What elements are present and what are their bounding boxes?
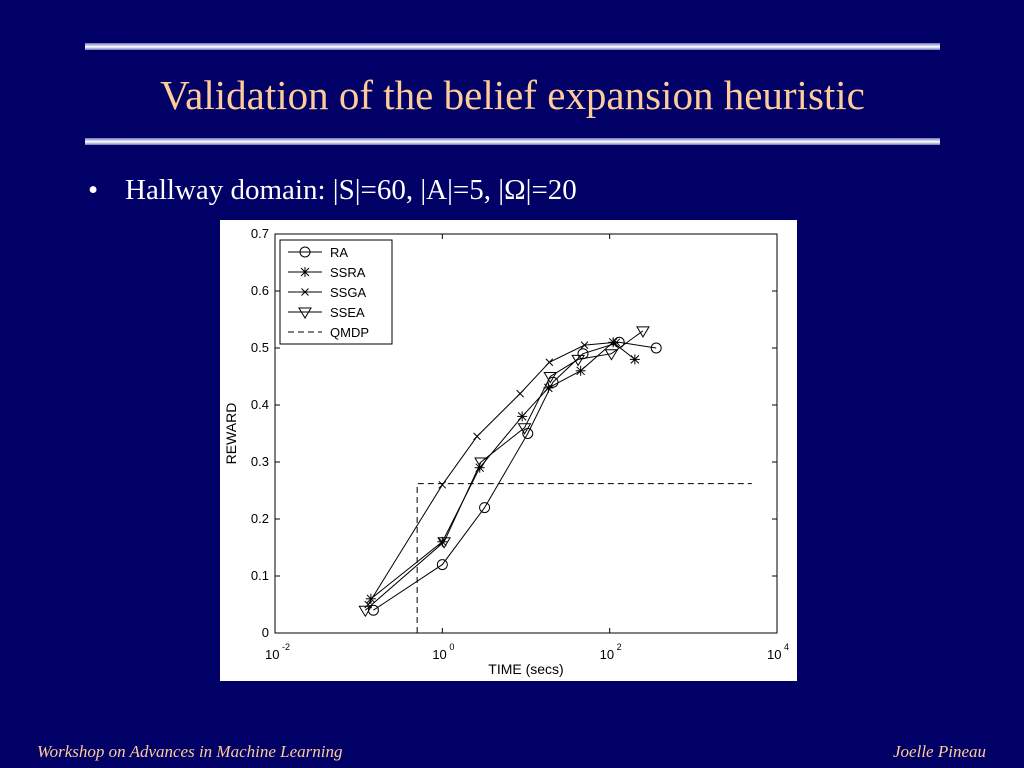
- legend-label-ssea: SSEA: [330, 305, 365, 320]
- y-tick-label: 0.4: [251, 397, 269, 412]
- series-line-ra: [373, 341, 657, 611]
- point-ra: [436, 559, 448, 571]
- point-ssea: [543, 372, 558, 384]
- top-rule: [85, 43, 940, 50]
- x-tick-exponent: 0: [449, 642, 454, 652]
- point-ssga: [438, 480, 447, 489]
- y-tick-label: 0.7: [251, 226, 269, 241]
- slide-title: Validation of the belief expansion heuri…: [160, 72, 865, 118]
- bullet-text: Hallway domain: |S|=60, |A|=5, |Ω|=20: [125, 174, 577, 206]
- point-ssea: [358, 605, 373, 618]
- title-underline: [85, 138, 940, 145]
- point-ssga: [580, 341, 589, 350]
- y-tick-label: 0.1: [251, 568, 269, 583]
- point-ssea: [474, 457, 488, 469]
- point-ssea: [636, 326, 650, 338]
- y-axis-label: REWARD: [223, 403, 239, 465]
- x-tick-label: 10: [600, 647, 614, 662]
- footer-venue: Workshop on Advances in Machine Learning: [37, 742, 343, 761]
- legend-label-ssga: SSGA: [330, 285, 366, 300]
- legend-label-ra: RA: [330, 245, 348, 260]
- legend-marker-ra: [299, 246, 311, 258]
- point-ssea: [604, 349, 619, 361]
- y-tick-label: 0.6: [251, 283, 269, 298]
- y-tick-label: 0.3: [251, 454, 269, 469]
- legend-marker-ssea: [298, 307, 312, 319]
- series-line-qmdp: [416, 483, 752, 633]
- footer-author: Joelle Pineau: [893, 742, 986, 761]
- point-ssga: [545, 358, 554, 367]
- point-ssga: [516, 389, 524, 398]
- chart-canvas: 00.10.20.30.40.50.60.710 -2 10 0 10 2 10 4TIME …: [223, 226, 789, 677]
- x-tick-label: 10: [432, 647, 446, 662]
- point-ssga: [612, 338, 621, 347]
- legend-label-ssra: SSRA: [330, 265, 366, 280]
- legend-label-qmdp: QMDP: [330, 325, 369, 340]
- legend-marker-ssra: [300, 267, 310, 277]
- point-ssga: [473, 432, 481, 441]
- legend: RA SSRA SSGA SSEA QMDP: [279, 239, 393, 345]
- point-ssra: [575, 365, 586, 376]
- y-tick-label: 0.5: [251, 340, 269, 355]
- series-line-ssea: [364, 330, 644, 611]
- reward-vs-time-chart: 0 0.1 0.2 0.3 0.4 0.5 0.6 0.7 10 -2 10 0 10 2 10 4 TIME …: [220, 220, 797, 681]
- point-ssea: [571, 354, 586, 367]
- point-ra: [479, 502, 491, 514]
- x-tick-exponent: 4: [784, 642, 789, 652]
- point-ssra: [517, 411, 528, 422]
- x-tick-exponent: -2: [282, 642, 290, 652]
- series-line-ssra: [370, 341, 636, 600]
- point-ssea: [517, 423, 532, 435]
- x-tick-exponent: 2: [617, 642, 622, 652]
- series-line-ssga: [367, 341, 617, 605]
- point-ssra: [629, 354, 640, 365]
- x-axis-label: TIME (secs): [488, 661, 563, 677]
- bullet-dot-icon: •: [88, 174, 99, 206]
- y-tick-label: 0: [262, 625, 269, 640]
- x-tick-label: 10: [767, 647, 781, 662]
- plot-frame: [274, 233, 778, 634]
- point-ssea: [437, 537, 451, 549]
- legend-marker-ssga: [301, 288, 309, 296]
- point-ra: [650, 342, 662, 354]
- x-tick-label: 10: [265, 647, 279, 662]
- y-tick-label: 0.2: [251, 511, 269, 526]
- bullet-item: • Hallway domain: |S|=60, |A|=5, |Ω|=20: [88, 172, 577, 208]
